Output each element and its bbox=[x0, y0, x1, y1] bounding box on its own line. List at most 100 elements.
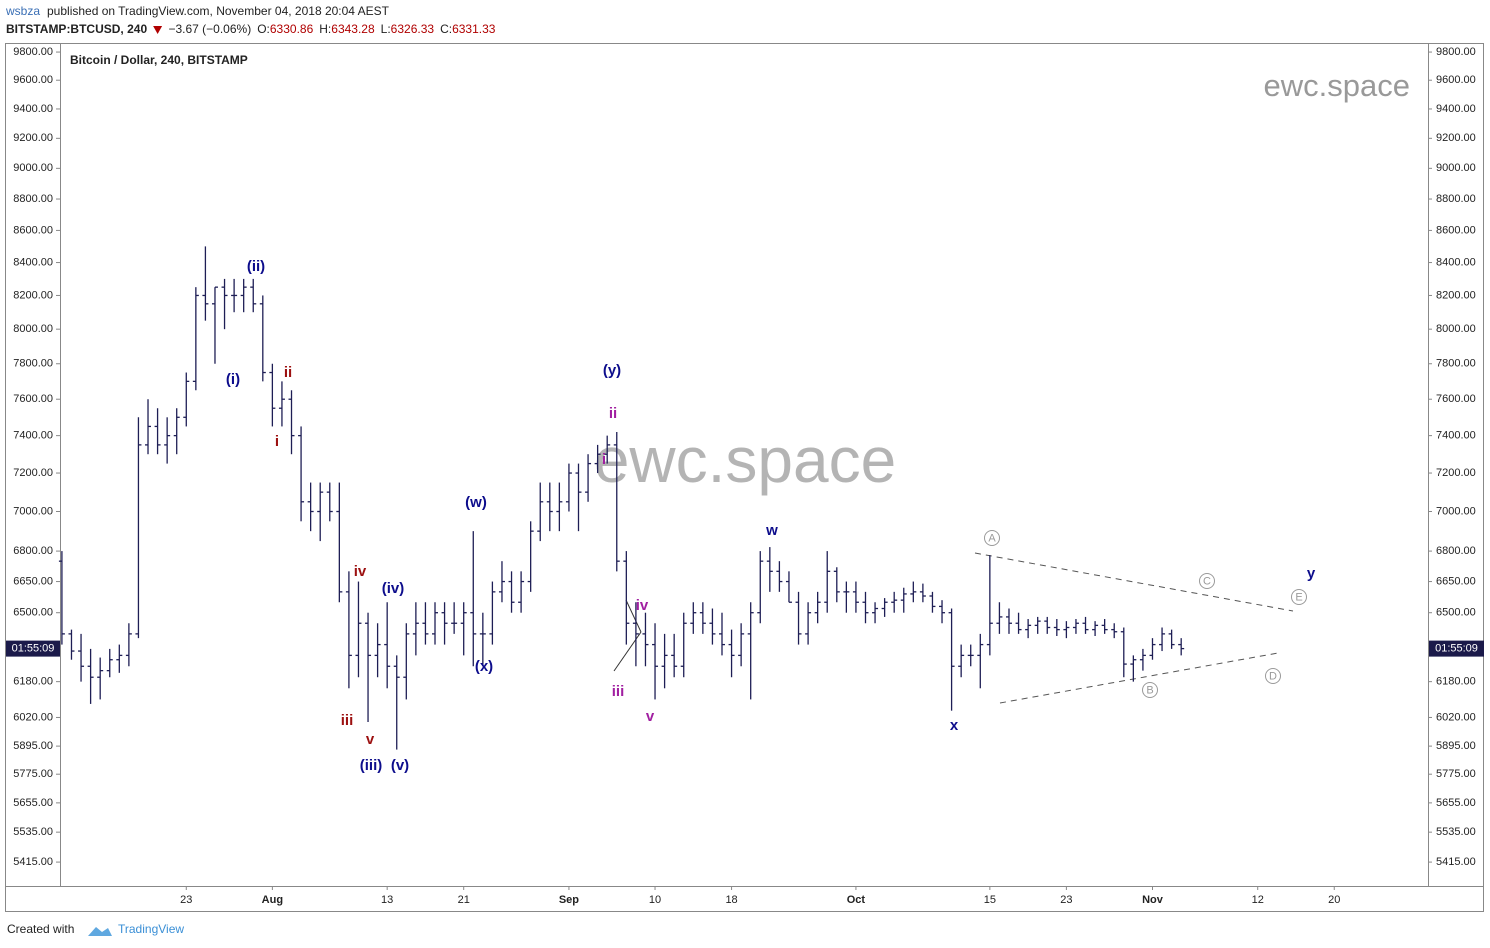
x-tick-label: 20 bbox=[1328, 894, 1340, 906]
symbol: BITSTAMP:BTCUSD, 240 bbox=[6, 22, 147, 36]
wave-circle bbox=[1142, 682, 1158, 698]
wave-label: i bbox=[602, 451, 606, 468]
tradingview-logo[interactable] bbox=[88, 927, 112, 936]
y-tick-label: 7800.00 bbox=[13, 358, 53, 370]
y-tick-label: 6180.00 bbox=[13, 676, 53, 688]
wave-label: iii bbox=[341, 712, 354, 729]
y-tick-label: 6020.00 bbox=[13, 711, 53, 723]
wave-label: (x) bbox=[475, 658, 493, 675]
price-marker bbox=[6, 640, 60, 657]
x-tick-label: 12 bbox=[1252, 894, 1264, 906]
published-note: published on TradingView.com, November 0… bbox=[47, 4, 390, 18]
x-tick-label: 18 bbox=[725, 894, 737, 906]
y-tick-label: 6800.00 bbox=[1436, 545, 1476, 557]
y-tick-label: 5415.00 bbox=[1436, 856, 1476, 868]
wave-circle bbox=[984, 530, 1000, 546]
wave-label: (iii) bbox=[360, 757, 383, 774]
y-tick-label: 7200.00 bbox=[13, 467, 53, 479]
x-tick-label: Aug bbox=[262, 894, 283, 906]
footer-brand[interactable]: TradingView bbox=[118, 922, 184, 936]
y-tick-label: 8200.00 bbox=[1436, 289, 1476, 301]
y-tick-label: 7200.00 bbox=[1436, 467, 1476, 479]
chart-title: Bitcoin / Dollar, 240, BITSTAMP bbox=[70, 53, 248, 67]
y-tick-label: 5655.00 bbox=[1436, 797, 1476, 809]
wedge-line bbox=[625, 599, 642, 633]
ohlc-value: 6330.86 bbox=[270, 22, 314, 36]
y-tick-label: 9400.00 bbox=[13, 103, 53, 115]
wave-circle bbox=[1291, 589, 1307, 605]
y-tick-label: 8600.00 bbox=[1436, 224, 1476, 236]
wave-label: x bbox=[950, 717, 959, 734]
x-tick-label: 13 bbox=[381, 894, 393, 906]
x-tick-label: Nov bbox=[1142, 894, 1164, 906]
wave-label: (v) bbox=[391, 757, 409, 774]
symbol-row: BITSTAMP:BTCUSD, 240 −3.67 (−0.06%) O:633… bbox=[6, 22, 496, 36]
wave-label: ii bbox=[609, 405, 617, 422]
y-tick-label: 7000.00 bbox=[1436, 505, 1476, 517]
wave-label: (w) bbox=[465, 494, 487, 511]
y-tick-label: 7400.00 bbox=[1436, 430, 1476, 442]
countdown-label: 01:55:09 bbox=[12, 643, 55, 655]
y-tick-label: 8400.00 bbox=[13, 256, 53, 268]
y-tick-label: 8600.00 bbox=[13, 224, 53, 236]
ohlc-label: O: bbox=[257, 22, 270, 36]
triangle-lower-line bbox=[999, 652, 1279, 704]
y-tick-label: 8000.00 bbox=[13, 323, 53, 335]
y-tick-label: 6650.00 bbox=[1436, 575, 1476, 587]
price-marker bbox=[1429, 640, 1484, 657]
wave-label: i bbox=[275, 433, 279, 450]
x-tick-label: 23 bbox=[180, 894, 192, 906]
watermark-large: ewc.space bbox=[594, 424, 896, 496]
wave-label: iv bbox=[636, 597, 649, 614]
wave-label: y bbox=[1307, 565, 1316, 582]
y-tick-label: 5895.00 bbox=[1436, 740, 1476, 752]
watermark-small: ewc.space bbox=[1264, 68, 1410, 103]
wave-circle bbox=[1199, 573, 1215, 589]
y-tick-label: 5895.00 bbox=[13, 740, 53, 752]
y-tick-label: 9400.00 bbox=[1436, 103, 1476, 115]
y-tick-label: 5535.00 bbox=[1436, 826, 1476, 838]
change-arrow bbox=[153, 26, 163, 34]
change: −3.67 (−0.06%) bbox=[168, 22, 251, 36]
triangle-upper-line bbox=[974, 552, 1294, 612]
x-tick-label: Sep bbox=[559, 894, 579, 906]
wave-label: v bbox=[366, 731, 375, 748]
x-tick-label: 21 bbox=[458, 894, 470, 906]
y-tick-label: 5775.00 bbox=[13, 768, 53, 780]
y-tick-label: 7400.00 bbox=[13, 430, 53, 442]
y-tick-label: 9600.00 bbox=[1436, 74, 1476, 86]
y-tick-label: 6180.00 bbox=[1436, 676, 1476, 688]
y-tick-label: 6020.00 bbox=[1436, 711, 1476, 723]
y-tick-label: 9200.00 bbox=[13, 132, 53, 144]
y-tick-label: 9000.00 bbox=[13, 162, 53, 174]
countdown-label: 01:55:09 bbox=[1435, 643, 1478, 655]
ohlc-label: C: bbox=[440, 22, 452, 36]
y-tick-label: 9600.00 bbox=[13, 74, 53, 86]
y-tick-label: 7000.00 bbox=[13, 505, 53, 517]
ohlc-label: H: bbox=[319, 22, 331, 36]
x-tick-label: 23 bbox=[1060, 894, 1072, 906]
wave-label: (ii) bbox=[247, 258, 265, 275]
y-tick-label: 7600.00 bbox=[1436, 393, 1476, 405]
wave-label: E bbox=[1295, 591, 1302, 603]
y-tick-label: 8200.00 bbox=[13, 289, 53, 301]
wave-circle bbox=[1265, 668, 1281, 684]
wave-label: B bbox=[1146, 684, 1153, 696]
y-tick-label: 5535.00 bbox=[13, 826, 53, 838]
x-tick-label: Oct bbox=[847, 894, 866, 906]
wave-label: C bbox=[1203, 575, 1211, 587]
y-tick-label: 6650.00 bbox=[13, 575, 53, 587]
wave-label: (y) bbox=[603, 362, 621, 379]
wave-label: D bbox=[1269, 670, 1277, 682]
y-tick-label: 5415.00 bbox=[13, 856, 53, 868]
y-tick-label: 8800.00 bbox=[1436, 193, 1476, 205]
wave-label: w bbox=[765, 522, 778, 539]
ohlc-value: 6331.33 bbox=[452, 22, 496, 36]
wave-label: iv bbox=[354, 563, 367, 580]
y-tick-label: 5655.00 bbox=[13, 797, 53, 809]
chart-frame bbox=[5, 43, 1484, 912]
y-tick-label: 9200.00 bbox=[1436, 132, 1476, 144]
publisher[interactable]: wsbza bbox=[5, 4, 40, 18]
ohlc-value: 6326.33 bbox=[391, 22, 435, 36]
